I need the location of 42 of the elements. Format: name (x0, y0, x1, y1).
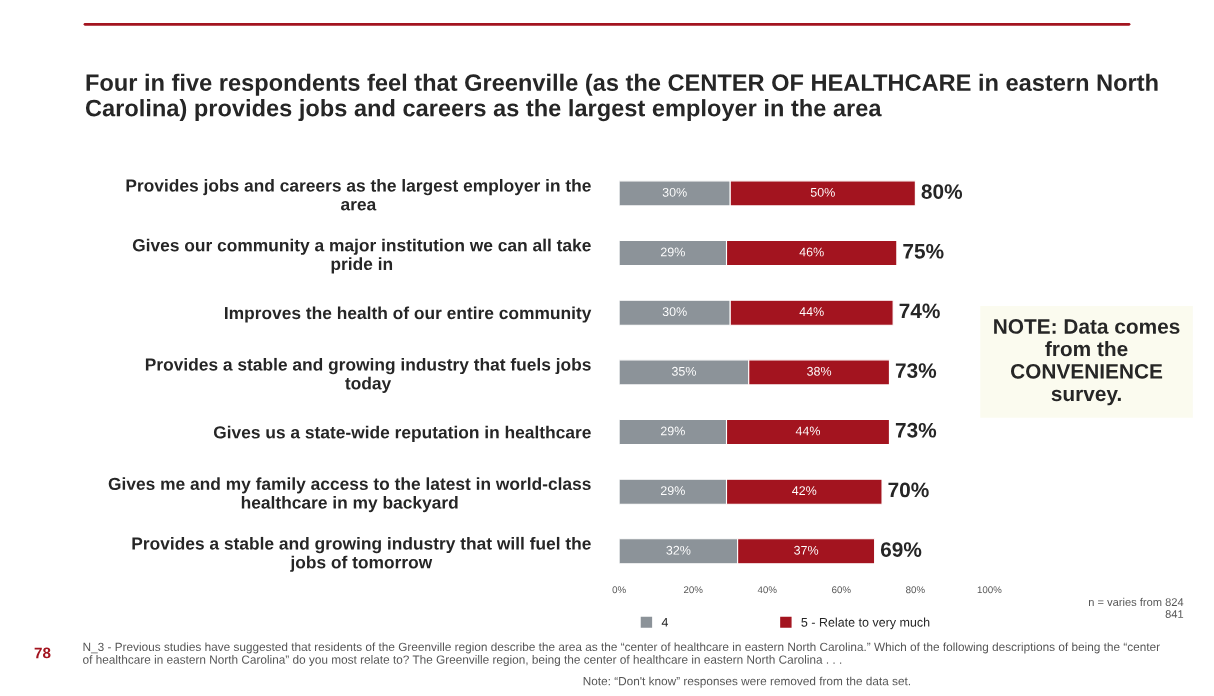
total-label: 73% (895, 422, 937, 438)
text: Note: “Don't know” responses were removed from the data set. (583, 676, 911, 688)
data-label: 38% (807, 366, 832, 376)
data-label: 30% (662, 187, 687, 197)
legend-label: 4 (661, 617, 669, 627)
text: N_3 - Previous studies have suggested that residents of the Greenville region describe the area as the “center of healthcare in eastern North Carolina.” Which of the following descriptions of being the “center of healthcare in eastern North Carolina” do you most relate to? The Greenville region, being the center of healthcare in eastern North Carolina . . . (83, 642, 1160, 667)
y-tick-label: Gives our community a major institution we can all take pride in (132, 238, 591, 274)
data-label: 32% (666, 545, 691, 555)
data-label: 44% (795, 426, 821, 436)
x-tick-label: 40% (757, 586, 777, 594)
data-label: 44% (799, 307, 824, 317)
text: 78 (34, 647, 51, 659)
x-tick-label: 0% (612, 586, 626, 594)
x-tick-label: 100% (977, 586, 1002, 594)
total-label: 74% (899, 303, 940, 319)
x-tick-label: 60% (832, 586, 851, 594)
data-label: 29% (660, 247, 685, 257)
data-label: 50% (810, 187, 835, 197)
data-label: 37% (794, 545, 819, 555)
data-label: 46% (799, 247, 824, 257)
total-label: 73% (895, 363, 937, 378)
total-label: 80% (921, 184, 963, 199)
text: n = varies from 824 841 (1088, 597, 1184, 618)
y-tick-label: Provides jobs and careers as the largest employer in the area (126, 178, 591, 211)
data-label: 42% (792, 486, 817, 495)
data-label: 35% (671, 366, 696, 376)
x-tick-label: 20% (683, 586, 703, 594)
total-label: 75% (903, 243, 944, 259)
legend-label: 5 - Relate to very much (801, 617, 930, 630)
y-tick-label: Provides a stable and growing industry that will fuel the jobs of tomorrow (132, 536, 591, 572)
y-tick-label: Gives me and my family access to the latest in world-class healthcare in my backyard (108, 477, 591, 513)
data-label: 30% (662, 307, 687, 317)
data-label: 29% (660, 426, 685, 436)
chart-title: Four in five respondents feel that Greenville (as the CENTER OF HEALTHCARE in eastern North Carolina) provides jobs and careers as the largest employer in the area (85, 73, 1158, 122)
y-tick-label: Improves the health of our entire community (225, 306, 592, 323)
y-tick-label: Provides a stable and growing industry that fuels jobs today (145, 357, 591, 393)
y-tick-label: Gives us a state-wide reputation in healthcare (213, 425, 591, 442)
x-tick-label: 80% (906, 586, 925, 594)
total-label: 69% (880, 542, 922, 557)
data-label: 29% (660, 486, 685, 496)
total-label: 70% (888, 482, 929, 498)
text: NOTE: Data comes from the CONVENIENCE survey. (994, 319, 1180, 406)
